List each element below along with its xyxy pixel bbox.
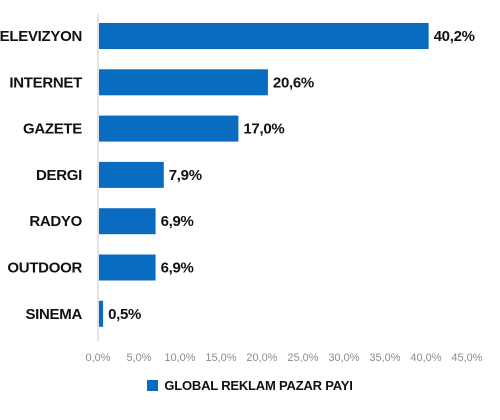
x-tick-label: 30,0% — [328, 352, 359, 364]
bar-radyo — [99, 208, 156, 235]
x-tick-label: 15,0% — [205, 352, 236, 364]
category-label: INTERNET — [9, 74, 82, 91]
x-tick-label: 25,0% — [287, 352, 318, 364]
bar-internet — [99, 69, 268, 96]
bar-televizyon — [99, 23, 429, 49]
legend-swatch — [147, 380, 159, 391]
legend-label: GLOBAL REKLAM PAZAR PAYI — [164, 378, 353, 393]
value-label: 7,9% — [169, 167, 202, 184]
category-label: TELEVIZYON — [0, 28, 82, 45]
category-label: GAZETE — [23, 121, 82, 138]
category-label: RADYO — [29, 213, 82, 230]
value-label: 17,0% — [243, 121, 284, 138]
category-label: DERGI — [36, 167, 82, 184]
category-label: OUTDOOR — [7, 260, 82, 277]
x-tick-label: 35,0% — [369, 352, 400, 364]
x-tick-label: 20,0% — [246, 352, 277, 364]
bar-gazete — [99, 115, 239, 142]
value-label: 20,6% — [273, 74, 314, 91]
legend: GLOBAL REKLAM PAZAR PAYI — [0, 378, 500, 393]
x-tick-label: 0,0% — [85, 352, 110, 364]
x-tick-label: 45,0% — [451, 352, 482, 364]
x-tick-label: 10,0% — [164, 352, 195, 364]
value-label: 0,5% — [108, 306, 141, 323]
x-tick-label: 5,0% — [126, 352, 151, 364]
x-tick-label: 40,0% — [410, 352, 441, 364]
bar-dergi — [99, 161, 164, 188]
value-label: 6,9% — [161, 260, 194, 277]
bar-sinema — [99, 300, 104, 327]
bar-outdoor — [99, 254, 156, 281]
value-label: 40,2% — [434, 28, 475, 45]
category-label: SINEMA — [25, 306, 82, 323]
value-label: 6,9% — [161, 213, 194, 230]
